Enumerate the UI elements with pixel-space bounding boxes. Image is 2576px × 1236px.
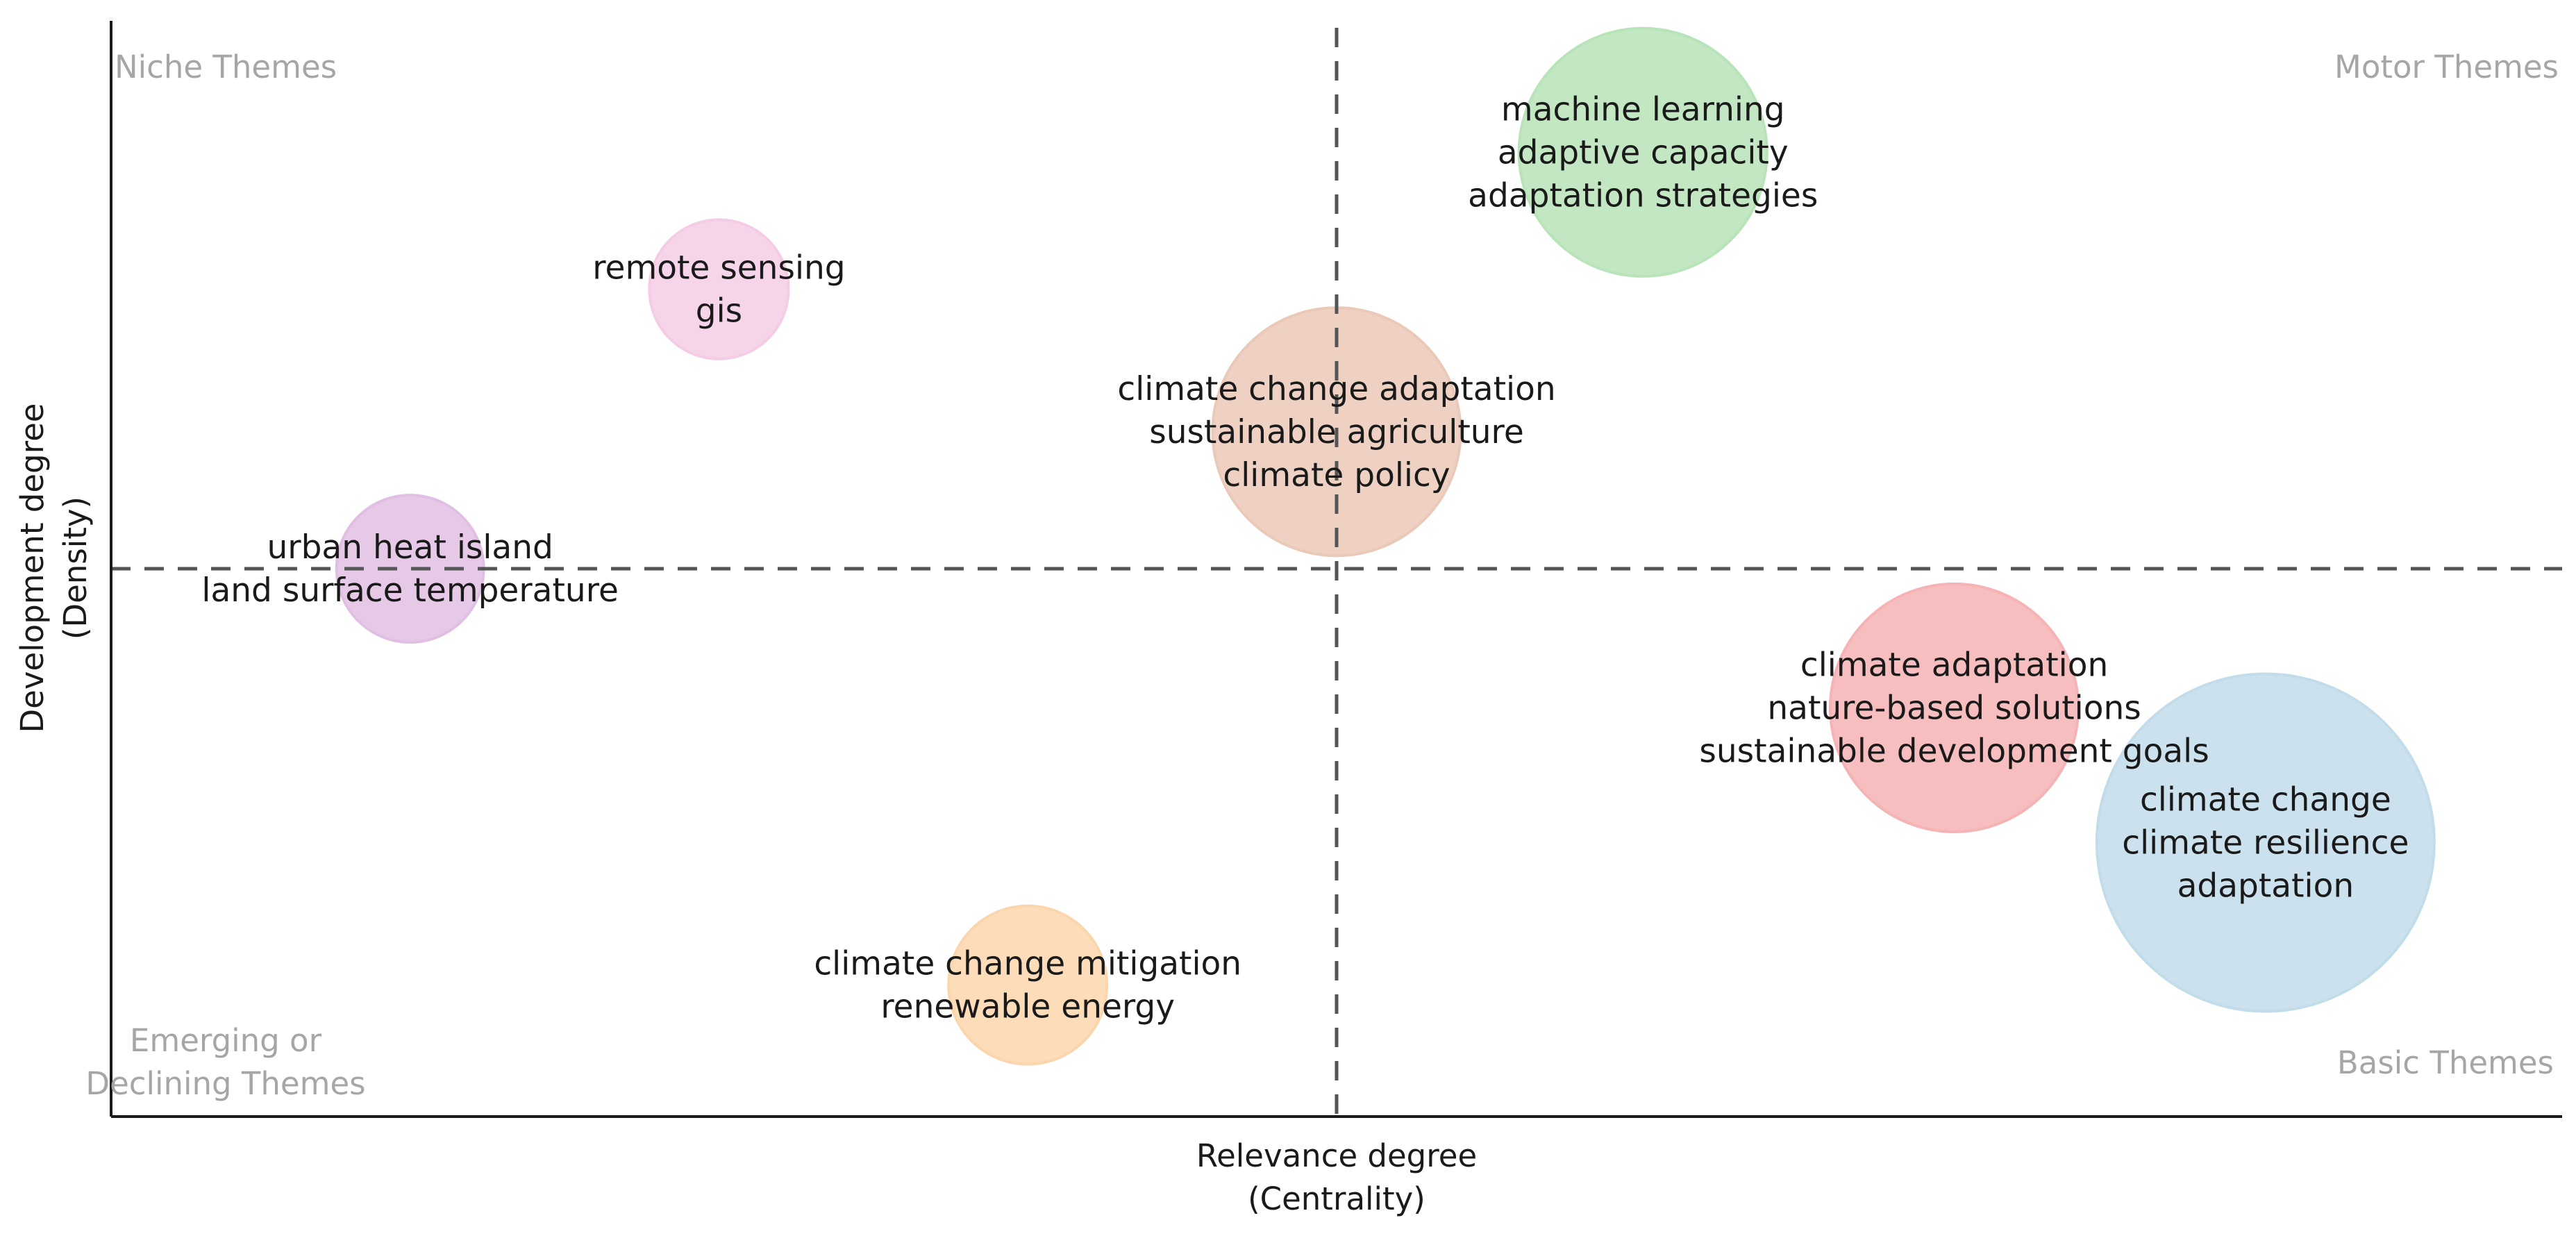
cluster-bubble [1828, 582, 2080, 833]
cluster-label-line: climate resilience [2122, 824, 2409, 862]
cluster-bubble [2095, 672, 2436, 1013]
quadrant-labels: Niche Themes Motor Themes Emerging or Decli… [85, 49, 2559, 1102]
cluster-bubble [1517, 26, 1768, 278]
cluster-label-line: climate adaptation [1800, 646, 2108, 684]
cluster-bubble [947, 904, 1109, 1066]
cluster-label-line: adaptation [2177, 867, 2355, 905]
cluster-label: climate change adaptation sustainable agr… [1117, 370, 1555, 494]
quadrant-dividers [111, 28, 2562, 1117]
y-axis-title-group: Development degree (Density) [14, 403, 94, 733]
axis-titles: Relevance degree (Centrality) Development … [14, 403, 1477, 1217]
cluster-label-line: remote sensing [592, 249, 845, 287]
quadrant-label-emerging: Emerging or Declining Themes [85, 1022, 365, 1102]
quadrant-label-basic: Basic Themes [2337, 1044, 2554, 1081]
cluster-label-line: machine learning [1501, 90, 1785, 128]
cluster-label-line: sustainable agriculture [1149, 413, 1524, 451]
cluster-label: urban heat island land surface temperatur… [201, 528, 619, 610]
cluster-label-line: urban heat island [267, 528, 553, 567]
quadrant-label-niche: Niche Themes [115, 49, 337, 85]
cluster-label-line: sustainable development goals [1699, 732, 2209, 770]
cluster-label-line: renewable energy [880, 988, 1175, 1026]
cluster-label-line: climate change adaptation [1117, 370, 1555, 408]
quadrant-label-emerging-line: Declining Themes [85, 1065, 365, 1102]
cluster-label-line: land surface temperature [201, 571, 619, 610]
x-axis-title-line: (Centrality) [1248, 1180, 1425, 1217]
cluster-labels: machine learning adaptive capacity adaptat… [201, 90, 2409, 1026]
cluster-label: remote sensing gis [592, 249, 845, 331]
cluster-bubble [648, 218, 790, 360]
cluster-label: climate change climate resilience adaptati… [2122, 781, 2409, 905]
cluster-label: climate adaptation nature-based solutions… [1699, 646, 2209, 770]
cluster-label-line: adaptation strategies [1468, 176, 1818, 215]
y-axis-title-line: Development degree [14, 403, 51, 733]
cluster-label-line: adaptive capacity [1498, 133, 1789, 172]
x-axis-title: Relevance degree (Centrality) [1196, 1137, 1477, 1217]
cluster-label-line: gis [696, 292, 742, 331]
y-axis-title-line: (Density) [57, 496, 94, 640]
cluster-label: climate change mitigation renewable energ… [814, 945, 1241, 1026]
cluster-label: machine learning adaptive capacity adaptat… [1468, 90, 1818, 215]
quadrant-label-emerging-line: Emerging or [130, 1022, 322, 1059]
quadrant-label-niche-line: Niche Themes [115, 49, 337, 85]
x-axis-title-line: Relevance degree [1196, 1137, 1477, 1174]
axes [110, 21, 2562, 1118]
quadrant-label-motor-line: Motor Themes [2334, 49, 2559, 85]
cluster-label-line: climate policy [1223, 456, 1450, 494]
cluster-label-line: climate change mitigation [814, 945, 1241, 983]
cluster-label-line: climate change [2140, 781, 2391, 819]
y-axis-title: Development degree (Density) [14, 403, 94, 733]
quadrant-label-basic-line: Basic Themes [2337, 1044, 2554, 1081]
quadrant-label-motor: Motor Themes [2334, 49, 2559, 85]
bubbles-layer [335, 26, 2436, 1066]
cluster-label-line: nature-based solutions [1767, 689, 2141, 727]
